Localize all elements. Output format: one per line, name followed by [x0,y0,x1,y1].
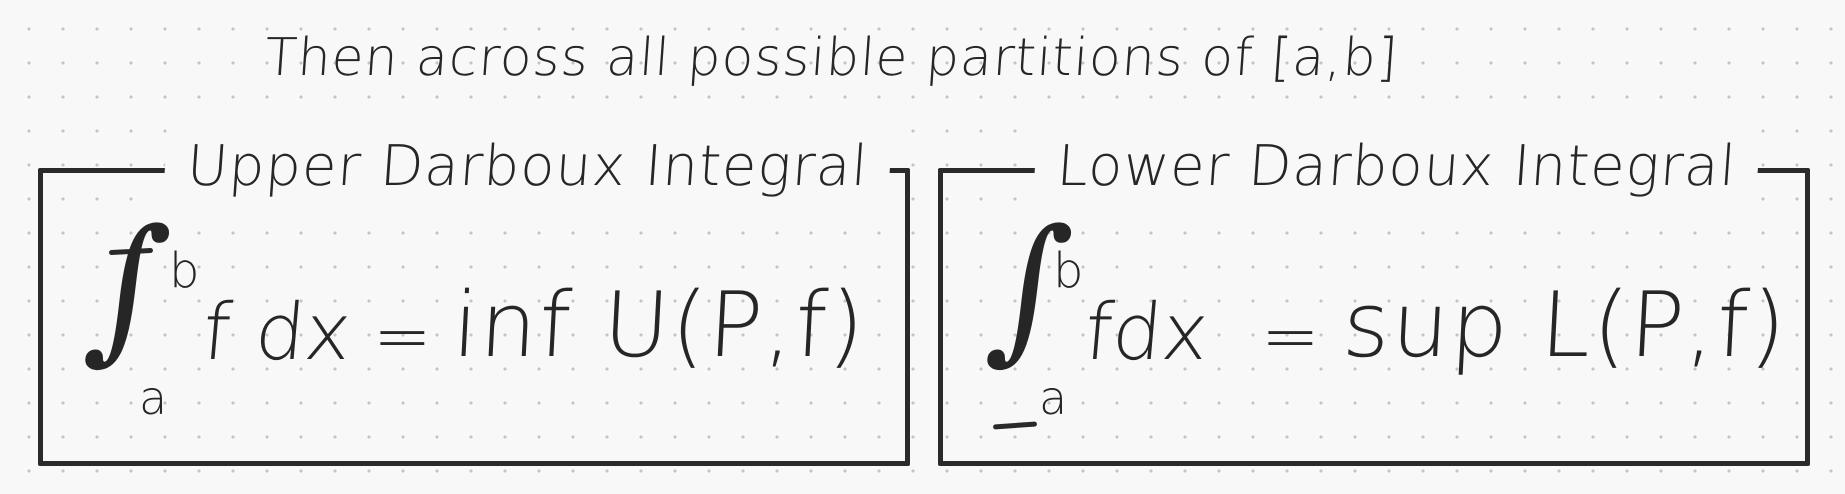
upper-rhs-expression: inf U(P,f) [450,273,869,378]
lower-integral-bar [992,421,1038,430]
lower-equals-sign: = [1261,295,1320,377]
heading-text: Then across all possible partitions of [… [262,28,1401,88]
upper-integral-sign: ∫ [79,196,177,380]
lower-darboux-formula: ∫ b a fdx = sup L(P,f) [943,173,1805,461]
upper-integral-lower-limit: a [139,371,168,425]
upper-integral-upper-limit: b [169,243,200,299]
upper-darboux-box: Upper Darboux Integral ∫ b a f dx = inf … [38,125,910,466]
lower-integral-lower-limit: a [1039,371,1068,425]
lower-integral-upper-limit: b [1053,243,1084,299]
lower-integrand: fdx [1081,288,1213,378]
lower-rhs-expression: sup L(P,f) [1340,273,1791,378]
upper-equals-sign: = [373,295,432,377]
upper-integrand: f dx [199,288,355,378]
upper-darboux-formula: ∫ b a f dx = inf U(P,f) [43,173,905,461]
lower-darboux-box: Lower Darboux Integral ∫ b a fdx = sup L… [938,125,1810,466]
